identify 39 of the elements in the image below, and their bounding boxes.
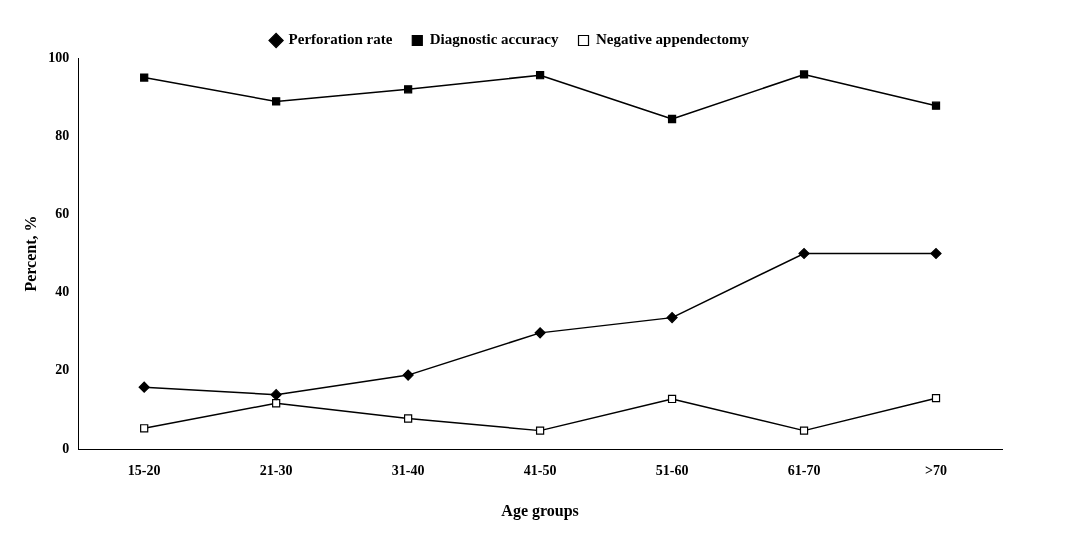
point	[138, 381, 150, 393]
point	[667, 114, 677, 124]
point	[931, 101, 941, 110]
x-tick-label: 41-50	[523, 463, 557, 479]
point	[931, 394, 941, 403]
point	[535, 426, 545, 435]
y-tick-label: 40	[55, 284, 70, 300]
point	[403, 85, 413, 94]
y-tick-label: 100	[48, 49, 70, 65]
point	[140, 73, 149, 82]
y-axis-title: Percent, %	[21, 215, 39, 292]
point	[140, 424, 149, 433]
point	[535, 71, 545, 80]
legend-label: Perforation rate	[288, 31, 393, 48]
y-tick-label: 80	[55, 127, 70, 143]
point	[799, 70, 809, 79]
point	[402, 369, 414, 381]
legend-label: Negative appendectomy	[596, 31, 750, 48]
point	[799, 426, 809, 435]
x-axis-title: Age groups	[501, 501, 579, 520]
point	[666, 312, 678, 324]
point	[272, 399, 281, 408]
point	[930, 247, 942, 260]
point	[270, 389, 282, 401]
x-tick-label: 15-20	[127, 463, 161, 479]
y-tick-label: 0	[62, 440, 70, 456]
x-tick-label: 21-30	[259, 463, 293, 479]
x-tick-label: >70	[925, 463, 948, 479]
point	[534, 327, 546, 339]
point	[403, 414, 413, 423]
y-tick-label: 60	[55, 206, 70, 222]
legend-label: Diagnostic accuracy	[429, 31, 560, 48]
y-tick-label: 20	[55, 362, 70, 378]
point	[798, 247, 810, 260]
x-tick-label: 51-60	[655, 463, 689, 479]
x-tick-label: 31-40	[391, 463, 425, 479]
point	[272, 97, 281, 106]
point	[667, 394, 677, 404]
x-tick-label: 61-70	[787, 463, 821, 479]
